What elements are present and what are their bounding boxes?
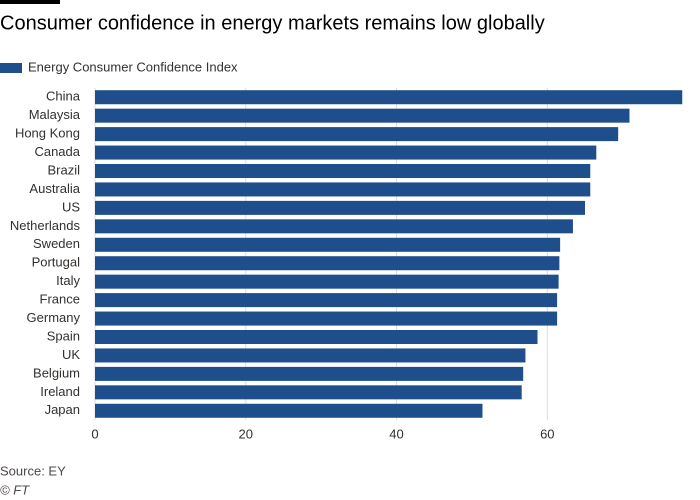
legend-swatch <box>0 63 22 73</box>
x-tick-label: 20 <box>239 426 253 441</box>
bar <box>95 127 619 142</box>
y-tick-label: US <box>62 199 80 214</box>
y-tick-label: UK <box>62 347 80 362</box>
y-tick-label: Netherlands <box>10 218 81 233</box>
bar <box>95 200 585 215</box>
bar <box>95 237 561 252</box>
legend-label: Energy Consumer Confidence Index <box>28 59 238 74</box>
bar <box>95 182 591 197</box>
x-tick-label: 0 <box>91 426 98 441</box>
bar <box>95 274 559 289</box>
y-tick-label: Spain <box>47 328 80 343</box>
bar <box>95 385 522 400</box>
bar <box>95 108 630 123</box>
y-tick-label: Italy <box>56 273 80 288</box>
x-tick-label: 40 <box>389 426 403 441</box>
chart-title: Consumer confidence in energy markets re… <box>0 12 545 34</box>
y-tick-label: China <box>46 89 81 104</box>
bar <box>95 403 483 418</box>
y-tick-label: Canada <box>34 144 80 159</box>
bar <box>95 145 597 160</box>
y-tick-label: Sweden <box>33 236 80 251</box>
y-tick-label: Australia <box>29 181 80 196</box>
bar <box>95 90 683 105</box>
y-tick-label: Malaysia <box>29 107 81 122</box>
bar <box>95 366 524 381</box>
credit: © FT <box>0 482 30 497</box>
bar <box>95 329 538 345</box>
bar <box>95 348 526 363</box>
y-tick-label: Belgium <box>33 365 80 380</box>
y-tick-label: Ireland <box>40 384 80 399</box>
bar <box>95 256 560 271</box>
y-tick-label: Germany <box>27 310 81 325</box>
y-tick-label: Hong Kong <box>15 126 80 141</box>
y-tick-label: Japan <box>45 402 80 417</box>
y-tick-label: Portugal <box>32 255 81 270</box>
bar <box>95 311 558 326</box>
y-tick-label: Brazil <box>47 162 80 177</box>
header-rule <box>0 0 60 4</box>
y-tick-label: France <box>40 292 80 307</box>
x-tick-label: 60 <box>540 426 554 441</box>
bar <box>95 219 573 234</box>
bar <box>95 293 558 308</box>
bar <box>95 163 591 179</box>
source: Source: EY <box>0 463 66 478</box>
